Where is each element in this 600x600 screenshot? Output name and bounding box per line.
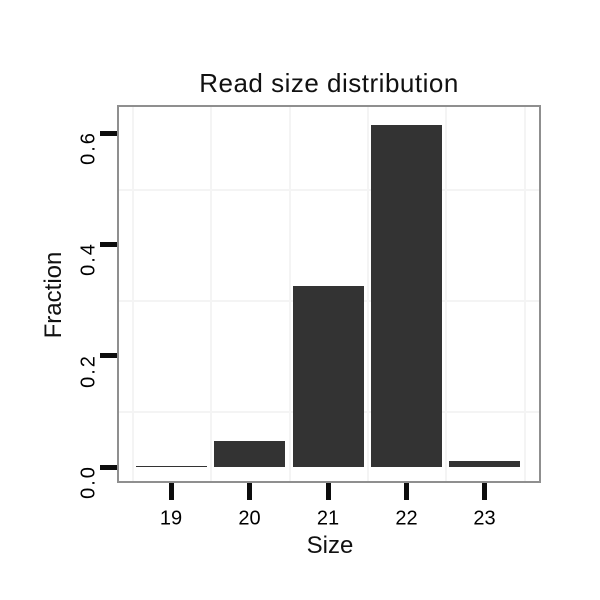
y-tick-0.0 (100, 464, 117, 470)
x-tick-label-21: 21 (316, 507, 340, 530)
x-tick-label-23: 23 (473, 507, 496, 530)
gridline-vertical (523, 107, 526, 481)
gridline-vertical (288, 107, 291, 481)
x-tick-label-20: 20 (238, 507, 261, 530)
y-tick-label-0.2: 0.2 (77, 353, 100, 388)
chart-title: Read size distribution (199, 68, 459, 98)
gridline-vertical (367, 107, 369, 481)
gridline-vertical (132, 107, 134, 481)
y-tick-label-0.4: 0.4 (77, 242, 100, 277)
x-tick-label-22: 22 (395, 507, 418, 530)
y-tick-0.6 (100, 130, 117, 136)
y-tick-0.4 (100, 241, 117, 247)
gridline-vertical (445, 107, 448, 481)
y-tick-0.2 (100, 353, 117, 359)
x-tick-19 (168, 483, 174, 500)
x-tick-22 (404, 483, 409, 500)
plot-panel (117, 105, 541, 483)
bar-22 (371, 124, 442, 467)
gridline-horizontal (119, 188, 539, 191)
x-tick-23 (482, 483, 487, 500)
x-axis-title: Size (306, 532, 354, 559)
gridline-vertical (210, 107, 213, 481)
bar-20 (214, 440, 285, 467)
x-tick-21 (325, 483, 331, 500)
bar-19 (135, 466, 207, 467)
y-tick-label-0.6: 0.6 (77, 131, 100, 165)
bar-21 (292, 285, 364, 467)
x-tick-20 (247, 483, 252, 500)
y-axis-title: Fraction (40, 251, 67, 339)
bar-23 (449, 460, 520, 467)
x-tick-label-19: 19 (159, 507, 183, 530)
y-tick-label-0.0: 0.0 (77, 465, 100, 499)
